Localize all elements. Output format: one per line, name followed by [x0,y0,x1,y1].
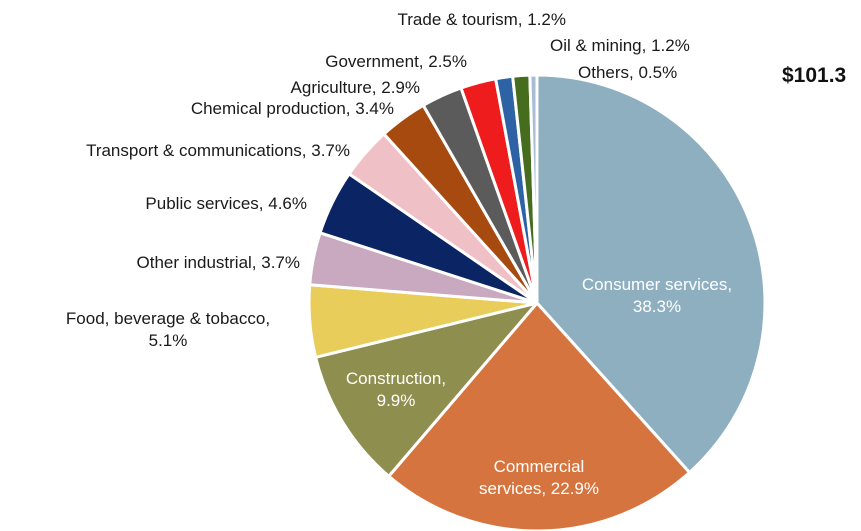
slice-label-chemical-production: Chemical production, 3.4% [191,99,394,118]
total-value: $101.3 [782,64,846,87]
pie-slice-consumer-services [535,73,767,474]
pie-slice-others [528,73,539,305]
slice-label-commercial: Commercial services, 22.9% [479,457,599,498]
slice-labels: Consumer services, 38.3% Commercial service… [66,10,732,498]
slice-label-trade-tourism: Trade & tourism, 1.2% [398,10,567,29]
pie-slices [307,73,767,531]
slice-label-others: Others, 0.5% [578,63,677,82]
slice-label-other-industrial: Other industrial, 3.7% [137,253,300,272]
slice-label-government: Government, 2.5% [325,52,467,71]
slice-label-construction: Construction, 9.9% [346,369,446,410]
pie-slice-construction [314,301,539,478]
slice-label-agriculture: Agriculture, 2.9% [291,78,420,97]
slice-label-transport-communications: Transport & communications, 3.7% [86,141,350,160]
slice-label-consumer-services: Consumer services, 38.3% [582,275,732,316]
slice-label-public-services: Public services, 4.6% [145,194,307,213]
slice-label-food: Food, beverage & tobacco, 5.1% [66,309,270,350]
slice-label-oil-mining: Oil & mining, 1.2% [550,36,690,55]
